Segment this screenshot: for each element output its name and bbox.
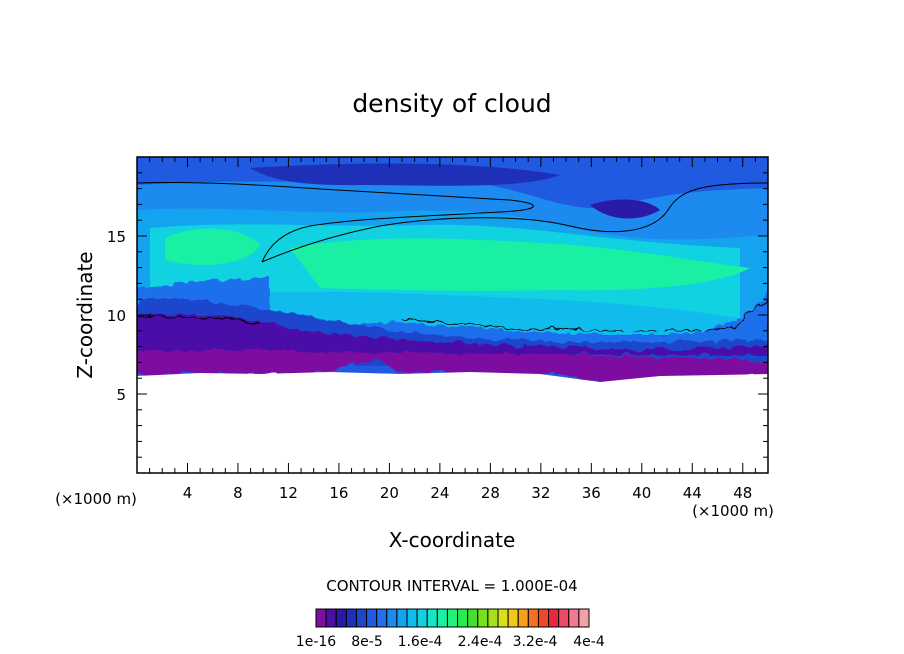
colorbar-swatch — [396, 608, 408, 628]
contour-lines — [137, 181, 768, 332]
x-axis-ticks: 4 8 12 16 20 24 28 32 36 40 44 48 — [149, 157, 756, 502]
x-tick-label: 48 — [733, 484, 752, 502]
y-tick-label: 5 — [116, 386, 126, 404]
y-tick-label: 10 — [107, 307, 126, 325]
colorbar-swatch — [497, 608, 509, 628]
contour-interval-label: CONTOUR INTERVAL = 1.000E-04 — [326, 577, 577, 595]
x-tick-label: 28 — [481, 484, 500, 502]
colorbar-swatch — [315, 608, 327, 628]
x-tick-label: 36 — [582, 484, 601, 502]
colorbar-swatch — [345, 608, 357, 628]
density-field — [137, 157, 768, 473]
colorbar-tick-label: 1e-16 — [296, 634, 336, 650]
colorbar-swatch — [517, 608, 529, 628]
colorbar-swatch — [406, 608, 418, 628]
x-tick-label: 20 — [380, 484, 399, 502]
colorbar-swatch — [355, 608, 368, 628]
band-green-main — [290, 238, 750, 291]
colorbar-swatch — [568, 608, 580, 628]
x-unit-label-left: (×1000 m) — [55, 490, 137, 508]
chart-title: density of cloud — [352, 89, 551, 118]
y-axis-ticks: 5 10 15 — [107, 172, 768, 458]
y-tick-label: 15 — [107, 228, 126, 246]
x-tick-label: 4 — [183, 484, 193, 502]
x-tick-label: 40 — [632, 484, 651, 502]
cloud-free-region — [137, 372, 768, 473]
x-axis-label: X-coordinate — [389, 528, 516, 552]
colorbar-swatch — [436, 608, 448, 628]
x-tick-label: 32 — [531, 484, 550, 502]
x-unit-label-right: (×1000 m) — [692, 502, 774, 520]
colorbar-swatch — [376, 608, 388, 628]
x-tick-label: 16 — [329, 484, 348, 502]
colorbar-swatch — [507, 608, 519, 628]
band-upper-dark — [250, 163, 560, 186]
y-axis-label: Z-coordinate — [73, 251, 97, 378]
colorbar-swatch — [467, 608, 479, 628]
colorbar-swatch — [335, 608, 347, 628]
colorbar-swatch — [457, 608, 469, 628]
band-upper-dark-2 — [590, 199, 660, 219]
contour-line-upper — [137, 181, 768, 263]
colorbar-swatch — [386, 608, 398, 628]
colorbar-swatch — [446, 608, 459, 628]
colorbar-swatch — [426, 608, 438, 628]
colorbar-swatch — [537, 608, 550, 628]
colorbar-tick-label: 2.4e-4 — [458, 634, 503, 650]
x-tick-label: 8 — [233, 484, 243, 502]
x-tick-label: 44 — [683, 484, 702, 502]
colorbar — [315, 608, 590, 628]
colorbar-labels: 1e-16 8e-5 1.6e-4 2.4e-4 3.2e-4 4e-4 — [296, 634, 605, 650]
contour-line-lower — [137, 299, 768, 332]
colorbar-swatch — [548, 608, 560, 628]
colorbar-swatch — [487, 608, 499, 628]
colorbar-tick-label: 1.6e-4 — [398, 634, 443, 650]
colorbar-swatch — [578, 608, 590, 628]
x-tick-label: 24 — [430, 484, 449, 502]
colorbar-swatch — [527, 608, 539, 628]
colorbar-tick-label: 8e-5 — [351, 634, 382, 650]
band-indigo — [137, 313, 768, 356]
colorbar-swatch — [477, 608, 489, 628]
colorbar-tick-label: 4e-4 — [573, 634, 605, 650]
colorbar-tick-label: 3.2e-4 — [513, 634, 558, 650]
colorbar-swatch — [325, 608, 337, 628]
x-tick-label: 12 — [279, 484, 298, 502]
colorbar-swatch — [416, 608, 428, 628]
colorbar-swatch — [558, 608, 570, 628]
colorbar-swatch — [366, 608, 378, 628]
band-green-left — [165, 228, 260, 265]
plot-area — [137, 157, 768, 473]
